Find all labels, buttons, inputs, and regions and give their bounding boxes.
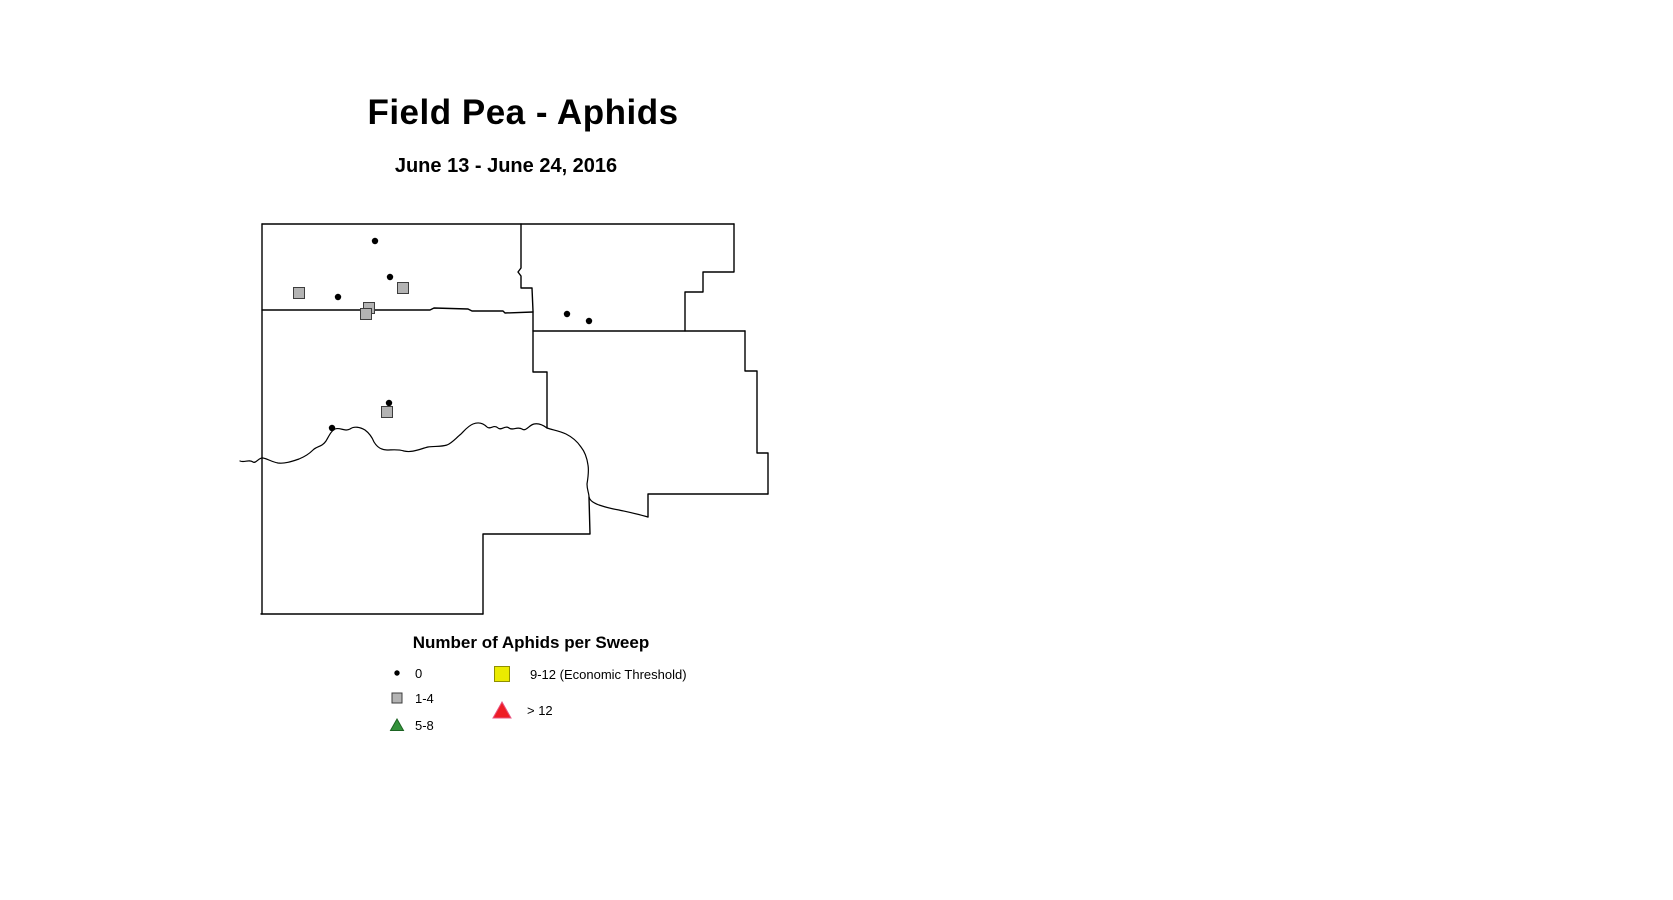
county-divider-west — [517, 223, 548, 429]
county-border-east — [744, 330, 769, 495]
map-marker-0 — [385, 399, 393, 407]
legend-item-gt-12: > 12 — [492, 700, 553, 720]
legend-item-1-4: 1-4 — [387, 688, 434, 708]
dot-symbol-icon — [394, 670, 400, 676]
map-marker-1-4 — [293, 287, 305, 299]
map-marker-0 — [334, 293, 342, 301]
page-subtitle: June 13 - June 24, 2016 — [394, 155, 618, 177]
legend-label: 0 — [415, 665, 423, 681]
map-marker-0 — [371, 237, 379, 245]
map-marker-1-4 — [381, 406, 393, 418]
legend-label: > 12 — [527, 702, 553, 718]
map-marker-1-4 — [360, 308, 372, 320]
county-map — [239, 223, 769, 615]
gray-square-symbol-icon — [391, 692, 403, 704]
legend-label: 1-4 — [415, 690, 434, 706]
legend-item-9-12: 9-12 (Economic Threshold) — [492, 664, 687, 684]
map-markers — [293, 237, 593, 432]
page-title: Field Pea - Aphids — [367, 93, 679, 132]
green-triangle-symbol-icon — [389, 717, 405, 731]
legend-title: Number of Aphids per Sweep — [412, 633, 650, 652]
river-boundary — [239, 422, 649, 518]
legend-item-5-8: 5-8 — [387, 715, 434, 735]
map-marker-1-4 — [397, 282, 409, 294]
county-divider-horizontal — [261, 307, 534, 314]
map-marker-0 — [386, 273, 394, 281]
map-marker-0 — [328, 424, 336, 432]
yellow-square-symbol-icon — [494, 666, 510, 682]
legend-label: 5-8 — [415, 717, 434, 733]
legend-label: 9-12 (Economic Threshold) — [530, 666, 687, 682]
map-marker-0 — [585, 317, 593, 325]
county-border-southeast — [647, 493, 769, 518]
red-triangle-symbol-icon — [492, 700, 512, 719]
legend-item-0: 0 — [387, 663, 422, 683]
county-steps-northeast — [684, 223, 735, 332]
county-outlines — [239, 223, 769, 615]
map-marker-0 — [563, 310, 571, 318]
county-step-south — [482, 496, 591, 615]
